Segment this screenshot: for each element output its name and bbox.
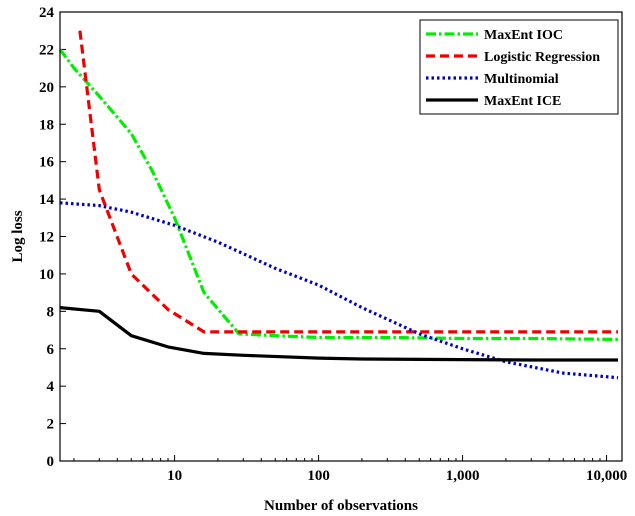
y-tick-label: 20 [39, 80, 54, 96]
y-tick-label: 0 [47, 454, 55, 470]
legend-label: Multinomial [484, 72, 559, 87]
x-tick-label: 100 [307, 468, 330, 484]
y-tick-label: 18 [39, 117, 54, 133]
legend-box [419, 19, 619, 115]
x-axis-ticks: 10 100 1,000 10,000 [73, 455, 627, 484]
y-tick-label: 22 [39, 42, 54, 58]
y-tick-label: 6 [47, 342, 55, 358]
y-tick-label: 14 [39, 192, 55, 208]
legend-label: MaxEnt ICE [484, 94, 561, 109]
legend-label: MaxEnt IOC [484, 28, 563, 43]
y-tick-label: 12 [39, 230, 54, 246]
y-tick-label: 24 [39, 5, 55, 21]
plot-frame [59, 11, 623, 462]
x-tick-label: 10 [167, 468, 182, 484]
y-tick-label: 2 [47, 417, 55, 433]
y-tick-label: 10 [39, 267, 54, 283]
y-tick-label: 4 [47, 379, 55, 395]
legend-label: Logistic Regression [484, 50, 600, 65]
series-line-maxent-ice [59, 306, 618, 362]
y-tick-label: 16 [39, 155, 55, 171]
series-lines [58, 30, 619, 380]
series-line-multinomial [59, 201, 619, 380]
x-axis-label: Number of observations [264, 498, 418, 514]
y-tick-label: 8 [47, 304, 55, 320]
legend: MaxEnt IOC Logistic Regression Multinomial… [419, 19, 619, 115]
series-line-maxent-ioc [58, 48, 619, 341]
y-axis-label: Log loss [10, 210, 26, 262]
x-tick-label: 10,000 [586, 468, 627, 484]
x-tick-label: 1,000 [446, 468, 480, 484]
